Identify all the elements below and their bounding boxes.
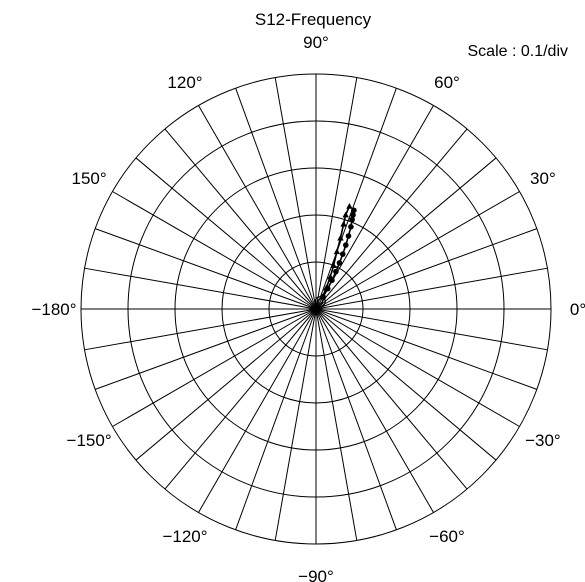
data-point <box>342 242 349 248</box>
angle-label: −180° <box>31 300 76 319</box>
angle-label: 90° <box>303 33 329 52</box>
data-point <box>350 212 356 218</box>
data-point <box>323 284 330 291</box>
grid-spoke <box>315 308 468 490</box>
angle-label: −30° <box>525 431 561 450</box>
angle-label: −60° <box>429 527 465 546</box>
angle-label: 150° <box>72 169 107 188</box>
angle-label: 0° <box>570 300 585 319</box>
polar-grid <box>80 73 552 545</box>
data-point <box>346 202 353 209</box>
grid-spoke <box>315 308 548 351</box>
grid-spoke <box>315 308 358 541</box>
angle-labels: 0° 30° 60° 90° 120° 150° −180° −150° −120° −90° −6… <box>31 33 585 582</box>
angle-label: −150° <box>67 431 112 450</box>
grid-spoke <box>315 77 358 310</box>
grid-spoke <box>84 267 317 310</box>
grid-spoke <box>112 191 317 310</box>
data-point <box>339 251 346 257</box>
data-point <box>333 268 339 275</box>
grid-spoke <box>274 77 317 310</box>
data-point <box>336 260 343 266</box>
grid-spoke <box>198 308 317 513</box>
angle-label: −120° <box>162 527 207 546</box>
grid-spoke <box>315 157 497 310</box>
grid-spoke <box>315 308 537 390</box>
data-point <box>319 293 326 300</box>
data-point <box>340 220 347 227</box>
grid-spoke <box>95 228 317 310</box>
grid-spoke <box>164 128 317 310</box>
data-point <box>342 211 349 218</box>
grid-spoke <box>95 308 317 390</box>
data-series <box>314 202 357 308</box>
grid-spoke <box>274 308 317 541</box>
grid-spoke <box>135 308 317 461</box>
data-point <box>330 262 337 268</box>
start-marker <box>314 296 326 308</box>
chart-title: S12-Frequency <box>255 10 372 29</box>
grid-spoke <box>235 88 317 310</box>
grid-spoke <box>198 105 317 310</box>
data-point <box>349 216 355 223</box>
grid-spoke <box>315 308 397 530</box>
grid-spoke <box>235 308 317 530</box>
grid-spoke <box>315 267 548 310</box>
data-point <box>337 234 344 241</box>
grid-spoke <box>315 128 468 310</box>
grid-spoke <box>315 308 434 513</box>
grid-spoke <box>112 308 317 427</box>
angle-label: 60° <box>434 73 460 92</box>
grid-spoke <box>135 157 317 310</box>
grid-spoke <box>315 228 537 310</box>
data-point <box>351 207 357 214</box>
angle-label: 120° <box>167 73 202 92</box>
grid-spoke <box>315 105 434 310</box>
grid-spoke <box>315 308 497 461</box>
scale-label: Scale : 0.1/div <box>468 43 569 60</box>
angle-label: 30° <box>530 169 556 188</box>
angle-label: −90° <box>298 567 334 582</box>
data-point <box>345 233 352 239</box>
grid-spoke <box>315 308 520 427</box>
data-point <box>327 273 334 280</box>
start-marker-inner <box>317 298 324 305</box>
data-point <box>348 223 354 230</box>
grid-spoke <box>84 308 317 351</box>
grid-spoke <box>315 88 397 310</box>
grid-spoke <box>315 191 520 310</box>
grid-spoke <box>164 308 317 490</box>
data-point <box>333 248 341 255</box>
